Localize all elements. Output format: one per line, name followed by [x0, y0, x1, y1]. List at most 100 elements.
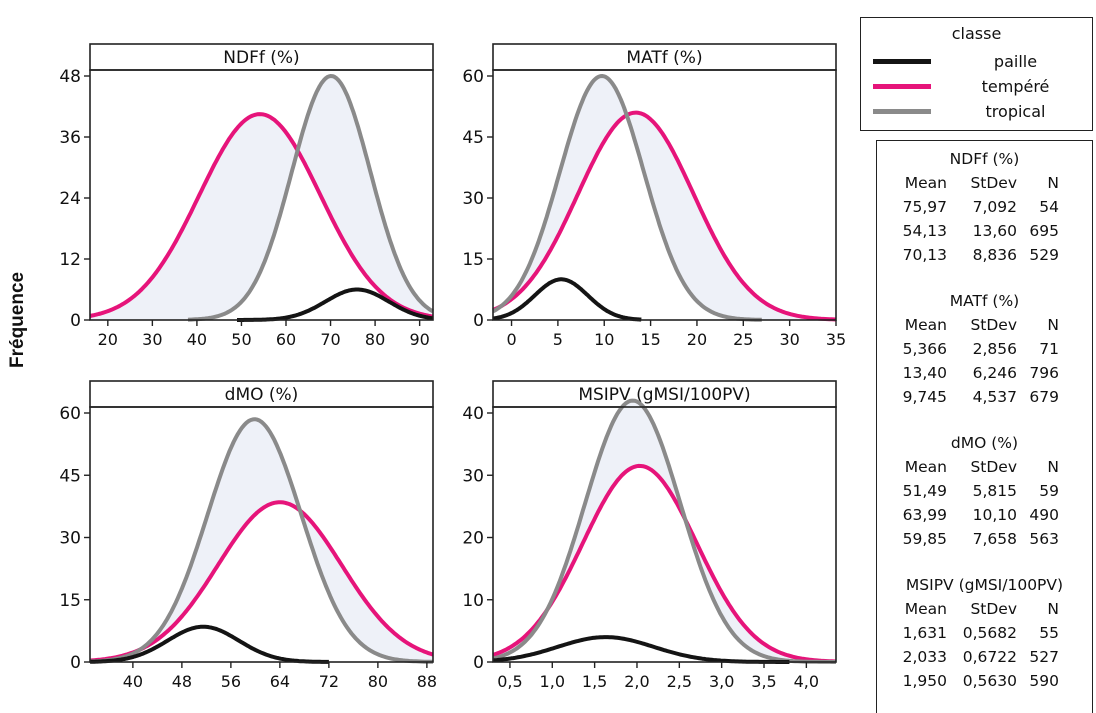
- header-stdev: StDev: [970, 316, 1017, 334]
- x-tick-label: 0: [506, 330, 516, 349]
- legend-item-paille: paille: [861, 50, 1092, 74]
- stats-row: 13,40 6,246 796: [877, 361, 1092, 385]
- cell-stdev: 10,10: [972, 506, 1017, 524]
- panel-ndff: NDFf (%) 0 12 24 36 48 20 30 40 50 60 70 80 90: [59, 43, 435, 349]
- cell-n: 796: [1029, 364, 1059, 382]
- header-mean: Mean: [904, 316, 947, 334]
- stats-row: 9,745 4,537 679: [877, 385, 1092, 409]
- series-line-paille: [491, 277, 643, 322]
- panel-title: NDFf (%): [223, 48, 299, 68]
- x-tick-label: 72: [319, 672, 339, 691]
- series-line-tempere: [492, 110, 837, 322]
- y-tick-label: 20: [462, 529, 484, 549]
- x-tick-label: 35: [826, 330, 846, 349]
- panel-msipv-gmsi-100pv: MSIPV (gMSI/100PV) 0 10 20 30 40 0,5 1,0 1,5 2,0 2…: [462, 380, 837, 691]
- x-tick-label: 0,5: [497, 672, 522, 691]
- stats-header-row: Mean StDev N: [877, 455, 1092, 479]
- legend-item-tempere: tempéré: [861, 75, 1092, 99]
- x-tick-label: 40: [123, 672, 143, 691]
- cell-stdev: 5,815: [972, 482, 1017, 500]
- plot-frame: [492, 69, 837, 321]
- x-tick-label: 1,5: [582, 672, 607, 691]
- cell-n: 71: [1039, 340, 1059, 358]
- series-line-paille: [89, 624, 330, 664]
- cell-n: 563: [1029, 530, 1059, 548]
- header-mean: Mean: [904, 458, 947, 476]
- panel-dmo: dMO (%) 0 15 30 45 60 40 48 56 64 72 80 88: [59, 380, 437, 691]
- stats-row: 75,97 7,092 54: [877, 195, 1092, 219]
- y-tick-label: 60: [462, 67, 484, 87]
- stats-header-row: Mean StDev N: [877, 171, 1092, 195]
- x-tick-label: 80: [365, 330, 385, 349]
- cell-mean: 63,99: [902, 506, 947, 524]
- x-tick-label: 20: [98, 330, 118, 349]
- stats-row: 54,13 13,60 695: [877, 219, 1092, 243]
- stats-row: 5,366 2,856 71: [877, 337, 1092, 361]
- stats-row: 2,033 0,6722 527: [877, 645, 1092, 669]
- cell-n: 59: [1039, 482, 1059, 500]
- stats-header-row: Mean StDev N: [877, 597, 1092, 621]
- panel-matf: MATf (%) 0 15 30 45 60 0 5 10 15 20 25 30 35: [462, 43, 846, 349]
- x-tick-label: 80: [368, 672, 388, 691]
- cell-mean: 75,97: [902, 198, 947, 216]
- cell-n: 590: [1029, 672, 1059, 690]
- series-line-tropical: [492, 74, 763, 322]
- x-tick-label: 56: [221, 672, 241, 691]
- y-tick-label: 40: [462, 404, 484, 424]
- stats-table: NDFf (%) Mean StDev N 75,97 7,092 54 54,…: [876, 140, 1093, 713]
- cell-stdev: 7,658: [972, 530, 1017, 548]
- panel-title: MATf (%): [626, 48, 702, 68]
- y-tick-label: 0: [473, 653, 484, 673]
- header-stdev: StDev: [970, 174, 1017, 192]
- x-tick-label: 40: [187, 330, 207, 349]
- cell-stdev: 7,092: [972, 198, 1017, 216]
- y-tick-label: 36: [59, 128, 81, 148]
- cell-mean: 5,366: [902, 340, 947, 358]
- x-tick-label: 30: [779, 330, 799, 349]
- x-tick-label: 2,5: [667, 672, 692, 691]
- cell-mean: 51,49: [902, 482, 947, 500]
- legend-item-tropical: tropical: [861, 100, 1092, 124]
- x-tick-label: 3,5: [751, 672, 776, 691]
- plot-frame: [89, 406, 434, 663]
- overlap-shading: [90, 419, 433, 662]
- cell-mean: 13,40: [902, 364, 947, 382]
- stats-row: 1,950 0,5630 590: [877, 669, 1092, 693]
- cell-mean: 1,631: [902, 624, 947, 642]
- stats-block-msipv: MSIPV (gMSI/100PV) Mean StDev N 1,631 0,…: [877, 573, 1092, 693]
- stats-row: 70,13 8,836 529: [877, 243, 1092, 267]
- stats-header-row: Mean StDev N: [877, 313, 1092, 337]
- cell-mean: 70,13: [902, 246, 947, 264]
- series-line-tempere: [492, 463, 837, 664]
- legend-label-paille: paille: [993, 52, 1038, 71]
- y-tick-label: 30: [462, 189, 484, 209]
- cell-stdev: 0,5630: [962, 672, 1017, 690]
- cell-n: 54: [1039, 198, 1059, 216]
- y-tick-label: 60: [59, 404, 81, 424]
- cell-mean: 9,745: [902, 388, 947, 406]
- legend-title: classe: [951, 24, 1002, 43]
- stats-row: 63,99 10,10 490: [877, 503, 1092, 527]
- header-stdev: StDev: [970, 600, 1017, 618]
- x-tick-label: 70: [320, 330, 340, 349]
- y-tick-label: 0: [473, 311, 484, 331]
- x-tick-label: 2,0: [624, 672, 649, 691]
- header-mean: Mean: [904, 174, 947, 192]
- series-line-tropical: [89, 417, 433, 664]
- legend-swatch-paille: [873, 59, 931, 64]
- cell-stdev: 8,836: [972, 246, 1017, 264]
- stats-block-dmo: dMO (%) Mean StDev N 51,49 5,815 59 63,9…: [877, 431, 1092, 551]
- stats-block-ndff: NDFf (%) Mean StDev N 75,97 7,092 54 54,…: [877, 147, 1092, 267]
- x-tick-label: 88: [417, 672, 437, 691]
- y-tick-label: 15: [59, 591, 81, 611]
- stats-block-matf: MATf (%) Mean StDev N 5,366 2,856 71 13,…: [877, 289, 1092, 409]
- panel-title: dMO (%): [225, 385, 299, 405]
- legend-swatch-tempere: [873, 84, 931, 89]
- overlap-shading: [493, 76, 836, 320]
- x-tick-label: 3,0: [709, 672, 734, 691]
- y-tick-label: 0: [70, 311, 81, 331]
- legend-label-tempere: tempéré: [981, 77, 1050, 96]
- cell-n: 527: [1029, 648, 1059, 666]
- panel-title: MSIPV (gMSI/100PV): [578, 385, 750, 405]
